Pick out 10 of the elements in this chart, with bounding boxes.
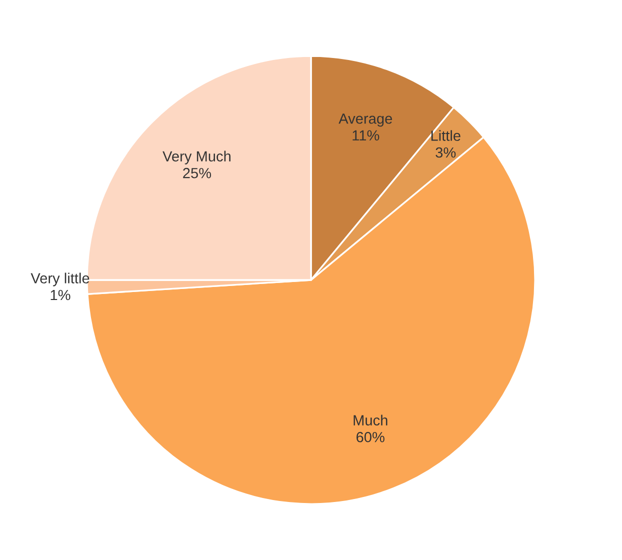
data-label: 60% xyxy=(356,432,384,442)
data-label: 11% xyxy=(352,130,380,140)
data-label: 3% xyxy=(436,147,456,158)
slice-label: Much xyxy=(354,414,388,426)
slice-label: Very little xyxy=(30,272,90,286)
slice-label: Very Much xyxy=(162,150,230,164)
data-label: 1% xyxy=(50,290,70,300)
slice-label: Average xyxy=(338,114,392,127)
data-label: 25% xyxy=(183,168,212,178)
slice-label: Little xyxy=(431,130,460,141)
